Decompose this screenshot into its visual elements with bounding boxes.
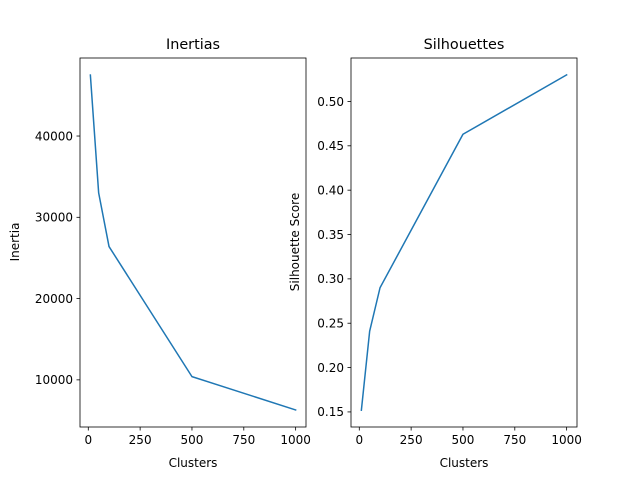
inertias-x-tick-label: 0 (84, 433, 92, 447)
inertias-title: Inertias (166, 37, 220, 53)
silhouettes-x-tick-label: 250 (400, 433, 423, 447)
inertias-x-tick-label: 250 (129, 433, 152, 447)
inertias-series (89, 74, 297, 411)
inertias-plot: 0 250 500 750 1000 10000 20000 30000 40000 Inert… (8, 37, 311, 470)
inertias-axes-frame (79, 57, 307, 428)
inertias-x-axis-label: Clusters (169, 456, 218, 470)
inertias-y-tick-label: 30000 (35, 211, 73, 225)
inertias-y-tick-label: 40000 (35, 129, 73, 143)
silhouettes-x-axis-label: Clusters (440, 456, 489, 470)
silhouettes-y-tick-label: 0.15 (317, 405, 344, 419)
silhouettes-axes-frame (350, 57, 578, 428)
silhouettes-x-tick-label: 1000 (551, 433, 582, 447)
silhouettes-ticks: 0 250 500 750 1000 0.15 0.20 0.25 0.30 0.35 0.40 0.… (317, 95, 582, 447)
silhouettes-series-line (360, 73, 568, 411)
silhouettes-title: Silhouettes (424, 37, 505, 53)
silhouettes-plot: 0 250 500 750 1000 0.15 0.20 0.25 0.30 0.35 0.40 0.… (288, 37, 582, 470)
silhouettes-y-tick-label: 0.50 (317, 95, 344, 109)
inertias-x-tick-label: 1000 (280, 433, 311, 447)
silhouettes-x-tick-label: 750 (503, 433, 526, 447)
silhouettes-y-tick-label: 0.45 (317, 139, 344, 153)
inertias-series-line (89, 74, 297, 411)
inertias-ticks: 0 250 500 750 1000 10000 20000 30000 40000 (35, 129, 311, 447)
silhouettes-x-tick-label: 0 (355, 433, 363, 447)
silhouettes-y-tick-label: 0.25 (317, 317, 344, 331)
silhouettes-y-tick-label: 0.30 (317, 272, 344, 286)
inertias-x-tick-label: 750 (232, 433, 255, 447)
silhouettes-series (360, 73, 568, 411)
silhouettes-y-tick-label: 0.20 (317, 361, 344, 375)
inertias-y-tick-label: 10000 (35, 373, 73, 387)
silhouettes-y-tick-label: 0.35 (317, 228, 344, 242)
inertias-x-tick-label: 500 (181, 433, 204, 447)
silhouettes-y-tick-label: 0.40 (317, 183, 344, 197)
silhouettes-y-axis-label: Silhouette Score (288, 193, 302, 291)
inertias-y-axis-label: Inertia (8, 223, 22, 262)
inertias-y-tick-label: 20000 (35, 292, 73, 306)
silhouettes-x-tick-label: 500 (452, 433, 475, 447)
